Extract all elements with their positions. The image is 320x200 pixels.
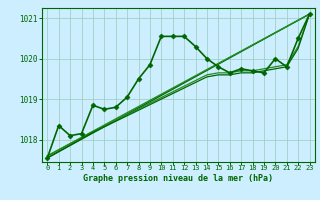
X-axis label: Graphe pression niveau de la mer (hPa): Graphe pression niveau de la mer (hPa) — [84, 174, 273, 183]
